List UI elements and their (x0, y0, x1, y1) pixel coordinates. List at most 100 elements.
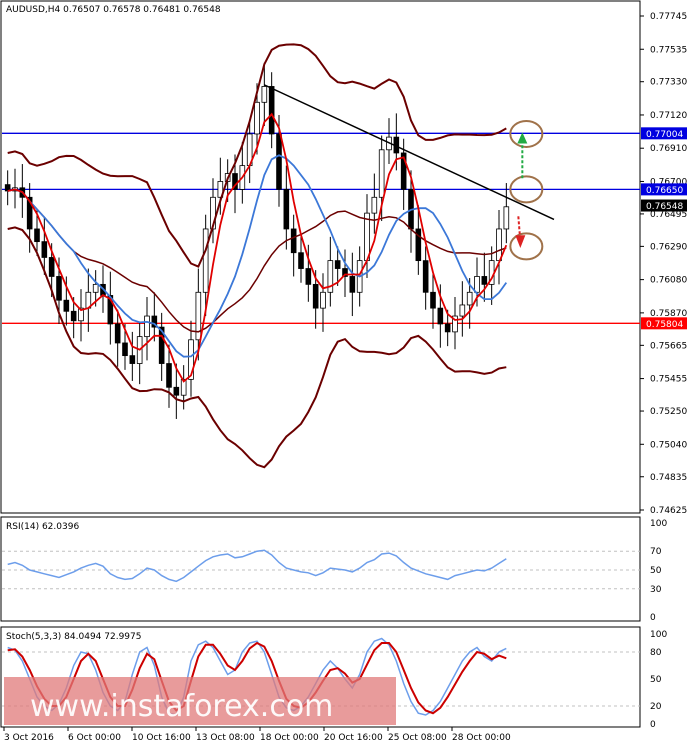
candle-body (503, 206, 510, 230)
time-tick-label: 6 Oct 00:00 (68, 733, 121, 743)
candle-body (41, 241, 48, 258)
candle-body (151, 315, 158, 328)
candle-body (430, 291, 436, 309)
current-price-tag (641, 199, 687, 212)
candle-body (496, 228, 502, 262)
time-tick-label: 25 Oct 08:00 (388, 733, 447, 743)
price-tick-label: 0.76080 (650, 276, 687, 286)
candle-body (48, 257, 55, 277)
candle-body (481, 276, 488, 285)
main-panel-frame (0, 0, 641, 514)
stoch-tick-label: 0 (650, 720, 656, 730)
candle-body (305, 268, 312, 285)
candle-body (444, 323, 451, 333)
candle-body (129, 355, 136, 364)
time-tick-label: 3 Oct 2016 (4, 733, 54, 743)
stoch-tick-label: 50 (650, 675, 662, 685)
candle-body (92, 283, 99, 293)
price-tick-label: 0.74835 (650, 473, 687, 483)
candle-body (166, 363, 172, 388)
price-tick-label: 0.77535 (650, 45, 687, 55)
price-tick-label: 0.75870 (650, 309, 687, 319)
rsi-tick-label: 100 (650, 519, 667, 529)
rsi-title: RSI(14) 62.0396 (6, 522, 79, 532)
candle-body (327, 260, 334, 293)
price-tick-label: 0.75665 (650, 341, 687, 351)
level-price-tag (641, 317, 687, 330)
candle-body (78, 307, 84, 322)
candle-body (26, 196, 33, 230)
rsi-panel-frame (0, 516, 641, 622)
time-tick-label: 13 Oct 08:00 (196, 733, 255, 743)
level-price-label: 0.76650 (646, 186, 683, 196)
candle-body (349, 276, 356, 293)
current-price-label: 0.76548 (646, 202, 683, 212)
price-tick-label: 0.75040 (650, 440, 687, 450)
candle-body (452, 315, 458, 333)
time-tick-label: 20 Oct 16:00 (324, 733, 383, 743)
candle-body (180, 378, 187, 396)
candle-body (4, 184, 11, 192)
candle-body (173, 386, 180, 396)
candle-body (466, 291, 473, 306)
target-circle-top (509, 119, 544, 148)
candle-body (298, 252, 304, 269)
level-price-label: 0.77004 (646, 130, 683, 140)
candle-body (217, 181, 224, 198)
rsi-tick-label: 30 (650, 585, 662, 595)
bullish-arrow-head (517, 132, 528, 144)
watermark-background (4, 677, 396, 725)
rsi-tick-label: 0 (650, 613, 656, 623)
stoch-tick-label: 100 (650, 630, 667, 640)
candle-body (158, 326, 165, 364)
candle-body (378, 149, 385, 198)
candle-body (320, 291, 326, 309)
moving-average-slow (7, 154, 508, 358)
candle-body (232, 173, 238, 190)
bollinger-upper-band (7, 43, 507, 268)
candle-body (437, 307, 444, 325)
candle-body (290, 228, 297, 254)
candle-body (70, 310, 77, 322)
price-tick-label: 0.76910 (650, 144, 687, 154)
candle-body (202, 228, 209, 293)
price-tick-label: 0.77330 (650, 78, 687, 88)
rsi-line (7, 549, 507, 583)
stoch-main-line (7, 637, 507, 716)
main-price-layer (2, 43, 640, 469)
bollinger-lower-band (7, 226, 507, 469)
candle-body (371, 196, 378, 214)
pivot-circle-middle (509, 175, 544, 204)
price-tick-label: 0.76290 (650, 242, 687, 252)
candle-body (334, 260, 341, 269)
bearish-arrow-head (515, 235, 526, 248)
candle-body (56, 276, 62, 301)
time-tick-label: 28 Oct 00:00 (452, 733, 511, 743)
candle-body (276, 133, 282, 190)
level-price-tag (641, 183, 687, 196)
watermark-text: www.instaforex.com (30, 689, 333, 724)
time-tick-label: 10 Oct 16:00 (132, 733, 191, 743)
candle-body (188, 339, 194, 380)
rsi-tick-label: 70 (650, 547, 662, 557)
stoch-title: Stoch(5,3,3) 84.0494 72.9975 (6, 632, 141, 642)
candle-body (459, 304, 466, 317)
price-tick-label: 0.76700 (650, 177, 687, 187)
main-chart-title: AUDUSD,H4 0.76507 0.76578 0.76481 0.7654… (6, 5, 221, 15)
level-price-label: 0.75804 (646, 320, 683, 330)
candle-body (195, 291, 202, 341)
candle-body (474, 276, 480, 293)
price-tick-label: 0.74625 (650, 506, 687, 516)
moving-average-fast (7, 112, 508, 383)
candle-body (114, 323, 121, 344)
stoch-signal-line (7, 641, 507, 715)
candle-body (268, 86, 275, 135)
resistance-trendline (264, 84, 555, 221)
target-circle-bottom (509, 232, 544, 261)
candle-body (342, 268, 348, 277)
candle-body (415, 228, 422, 262)
candle-body (254, 101, 260, 135)
candle-body (261, 86, 268, 103)
